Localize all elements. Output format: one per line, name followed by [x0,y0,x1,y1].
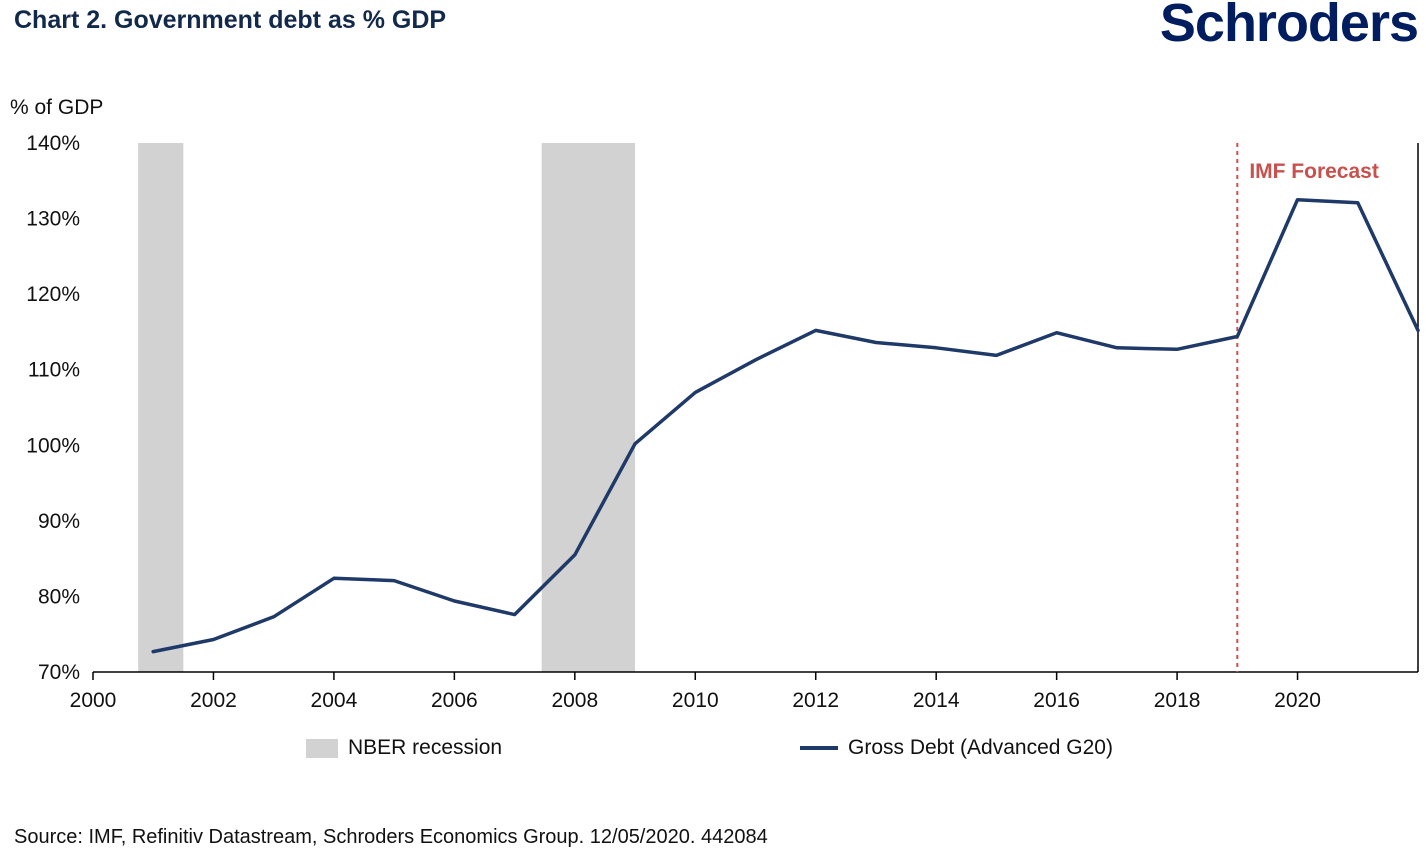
government-debt-line-chart: 70% 80% 90% 100% 110% 120% 130% 140% 2000 2002 200… [26,132,1420,712]
x-tick-label: 2006 [431,689,478,712]
y-tick-label: 140% [26,132,80,155]
x-tick-label: 2002 [190,689,237,712]
x-tick-label: 2016 [1033,689,1080,712]
schroders-logo: Schroders [1159,0,1419,53]
gross-debt-series-line [151,197,1420,654]
imf-forecast-label: IMF Forecast [1249,160,1379,183]
x-tick-label: 2004 [311,689,358,712]
gross-debt-line-swatch [800,746,838,750]
y-tick-label: 90% [38,510,80,533]
legend-item-nber-recession: NBER recession [306,736,502,760]
x-tick-label: 2014 [913,689,960,712]
recession-band-swatch [306,738,338,758]
page-title: Chart 2. Government debt as % GDP [14,6,447,34]
y-axis-label: % of GDP [10,96,104,119]
nber-recession-band [138,143,184,672]
nber-recession-band [541,143,636,672]
y-tick-label: 70% [38,661,80,684]
legend: NBER recession Gross Debt (Advanced G20) [0,736,1426,768]
legend-label-gross-debt: Gross Debt (Advanced G20) [848,736,1113,759]
y-tick-label: 80% [38,585,80,608]
y-tick-label: 130% [26,208,80,231]
y-tick-label: 110% [28,359,80,382]
x-tick-label: 2010 [672,689,719,712]
x-tick-label: 2000 [70,689,117,712]
y-tick-label: 120% [26,283,80,306]
legend-label-nber-recession: NBER recession [348,736,503,759]
x-tick-label: 2020 [1274,689,1321,712]
source-note: Source: IMF, Refinitiv Datastream, Schro… [14,826,768,848]
x-tick-label: 2008 [551,689,598,712]
y-tick-label: 100% [26,434,80,457]
legend-item-gross-debt: Gross Debt (Advanced G20) [800,736,1113,760]
x-tick-label: 2012 [792,689,839,712]
x-tick-label: 2018 [1154,689,1201,712]
